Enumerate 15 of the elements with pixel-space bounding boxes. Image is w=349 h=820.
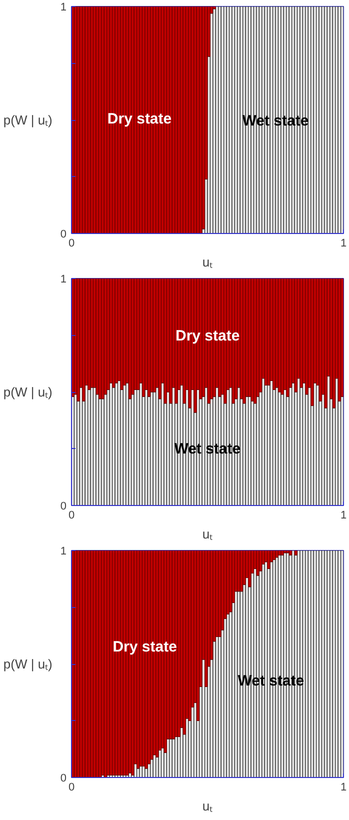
x-axis-title: uₜ bbox=[202, 798, 213, 814]
y-axis-title: p(W | uₜ) bbox=[3, 384, 52, 400]
series-label: Dry state bbox=[176, 327, 240, 344]
y-tick-label: 0 bbox=[60, 228, 67, 240]
y-tick-label: 0 bbox=[60, 500, 67, 512]
series-label: Dry state bbox=[107, 110, 172, 128]
series-label: Dry state bbox=[112, 638, 177, 656]
y-tick-label: 1 bbox=[60, 546, 67, 558]
x-axis-title: uₜ bbox=[202, 526, 213, 542]
y-axis-title: p(W | uₜ) bbox=[3, 112, 52, 128]
y-tick-label: 1 bbox=[60, 2, 67, 14]
y-tick-label: 0 bbox=[60, 772, 67, 784]
y-tick-label: 1 bbox=[60, 274, 67, 286]
y-axis-title: p(W | uₜ) bbox=[3, 656, 52, 672]
x-axis-title: uₜ bbox=[202, 254, 213, 270]
